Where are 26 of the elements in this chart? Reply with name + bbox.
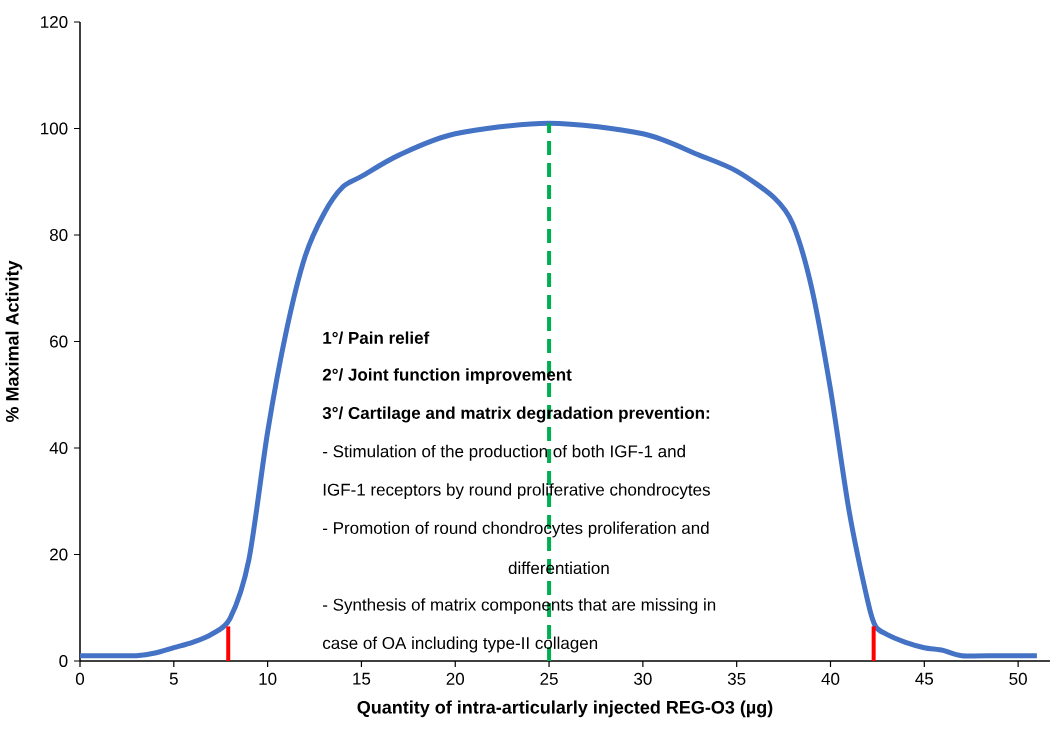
annotation: IGF-1 receptors by round proliferative chondrocytes	[323, 483, 710, 500]
x-tick-label: 35	[727, 672, 746, 685]
x-tick-label: 45	[915, 672, 934, 685]
x-tick-label: 15	[353, 672, 371, 685]
annotation: 1°/ Pain relief	[323, 331, 430, 345]
annotation: case of OA including type-II collagen	[323, 636, 598, 653]
y-tick-label: 80	[49, 228, 68, 242]
y-tick-label: 20	[50, 548, 68, 561]
annotation: - Promotion of round chondrocytes proliferation and	[323, 521, 709, 538]
x-axis-title: Quantity of intra-articularly injected REG-O3 (µg)	[357, 700, 773, 718]
y-tick-label: 100	[41, 122, 68, 135]
y-tick-label: 60	[50, 335, 68, 348]
annotation: 2°/ Joint function improvement	[322, 368, 572, 385]
x-tick-label: 10	[259, 672, 277, 685]
x-tick-label: 50	[1009, 672, 1027, 685]
annotation: - Stimulation of the production of both IGF-1 and	[323, 444, 685, 461]
y-axis-title: % Maximal Activity	[5, 260, 23, 423]
x-tick-label: 20	[446, 672, 465, 685]
x-tick-label: 30	[634, 672, 652, 685]
y-tick-label: 40	[49, 441, 68, 455]
y-tick-label: 0	[59, 654, 68, 668]
y-tick-label: 120	[41, 15, 68, 29]
x-tick-label: 5	[169, 672, 178, 685]
x-tick-label: 0	[75, 672, 85, 685]
x-tick-label: 40	[821, 672, 840, 685]
x-tick-label: 25	[540, 672, 558, 685]
